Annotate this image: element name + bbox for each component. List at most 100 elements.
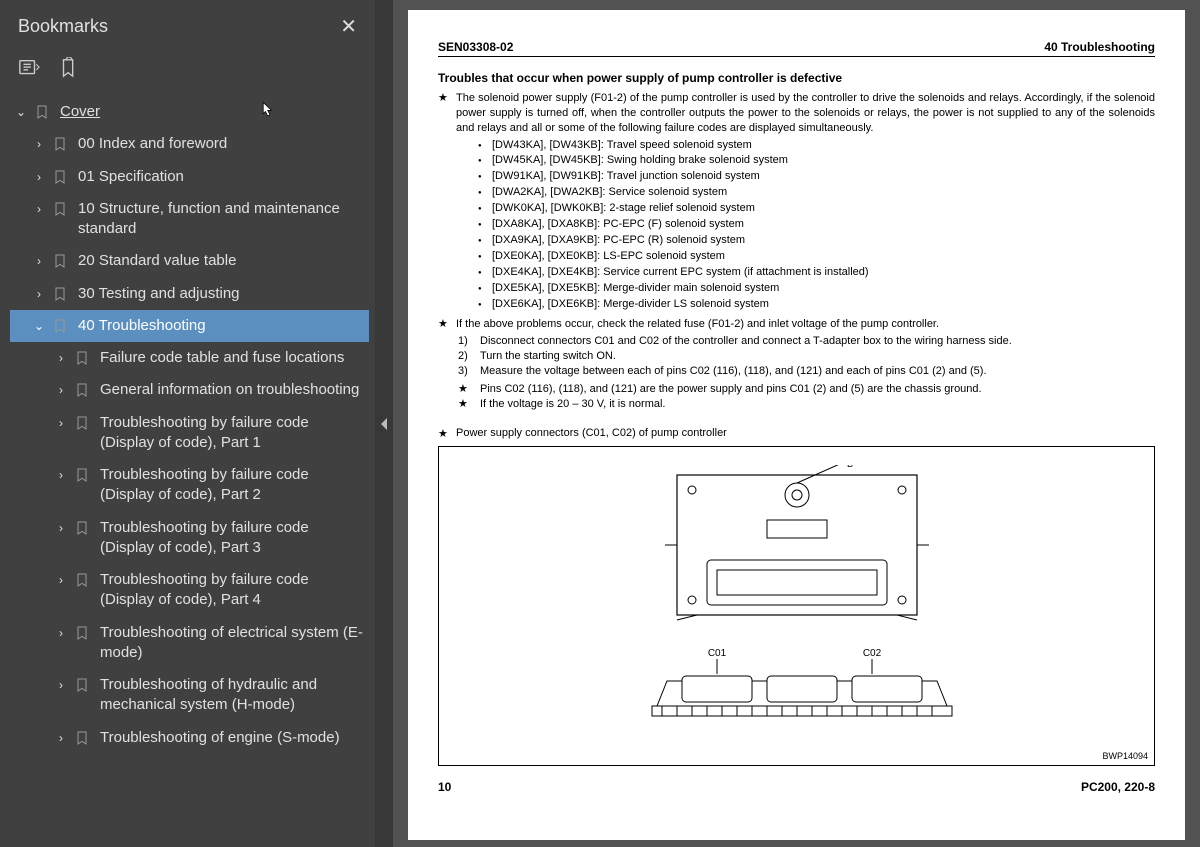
diagram-id: BWP14094 xyxy=(1102,751,1148,761)
chevron-down-icon[interactable]: ⌄ xyxy=(14,104,28,120)
second-star-block: ★ If the above problems occur, check the… xyxy=(438,317,1155,332)
footnote-item: ★Pins C02 (116), (118), and (121) are th… xyxy=(458,382,1155,397)
bookmark-item[interactable]: › 20 Standard value table xyxy=(10,245,369,277)
failure-code-item: [DXE0KA], [DXE0KB]: LS-EPC solenoid syst… xyxy=(478,249,1155,265)
bookmark-icon xyxy=(52,201,68,217)
bookmark-item[interactable]: ⌄ Cover xyxy=(10,96,369,128)
bookmark-icon xyxy=(52,253,68,269)
bookmark-label: Troubleshooting of hydraulic and mechani… xyxy=(100,675,365,716)
chevron-right-icon[interactable]: › xyxy=(54,572,68,588)
bookmark-item[interactable]: › Troubleshooting by failure code (Displa… xyxy=(10,459,369,512)
collapse-panel-button[interactable] xyxy=(375,0,393,847)
bookmark-item[interactable]: › General information on troubleshooting xyxy=(10,374,369,406)
bookmark-tree[interactable]: ⌄Cover›00 Index and foreword›01 Specific… xyxy=(0,96,375,847)
sidebar-header: Bookmarks ✕ xyxy=(0,0,375,49)
bookmark-label: Troubleshooting by failure code (Display… xyxy=(100,465,365,506)
chevron-right-icon[interactable]: › xyxy=(32,253,46,269)
chevron-right-icon[interactable]: › xyxy=(54,625,68,641)
close-icon[interactable]: ✕ xyxy=(340,14,357,39)
failure-code-item: [DWK0KA], [DWK0KB]: 2-stage relief solen… xyxy=(478,201,1155,217)
doc-id: SEN03308-02 xyxy=(438,40,513,54)
chevron-right-icon[interactable]: › xyxy=(54,467,68,483)
bookmark-item[interactable]: › 01 Specification xyxy=(10,161,369,193)
footnote-item: ★If the voltage is 20 – 30 V, it is norm… xyxy=(458,397,1155,412)
bookmark-icon xyxy=(52,318,68,334)
chevron-right-icon[interactable]: › xyxy=(54,350,68,366)
controller-diagram: B C01 C02 xyxy=(438,446,1155,766)
controller-top-svg: B xyxy=(647,465,947,630)
pdf-page: SEN03308-02 40 Troubleshooting Troubles … xyxy=(408,10,1185,840)
bookmark-icon xyxy=(74,415,90,431)
diagram-caption: ★ Power supply connectors (C01, C02) of … xyxy=(438,427,1155,440)
doc-title: Troubles that occur when power supply of… xyxy=(438,71,1155,85)
bookmark-item[interactable]: ›Troubleshooting of electrical system (E… xyxy=(10,617,369,670)
bookmark-item[interactable]: ›00 Index and foreword xyxy=(10,128,369,160)
chevron-right-icon[interactable]: › xyxy=(32,201,46,217)
bookmark-label: Cover xyxy=(60,102,365,122)
second-star-text: If the above problems occur, check the r… xyxy=(456,317,1155,332)
steps-list: 1)Disconnect connectors C01 and C02 of t… xyxy=(438,334,1155,380)
bookmark-item[interactable]: › Troubleshooting by failure code (Displa… xyxy=(10,564,369,617)
bookmark-icon xyxy=(74,677,90,693)
failure-code-item: [DXE4KA], [DXE4KB]: Service current EPC … xyxy=(478,265,1155,281)
star-icon: ★ xyxy=(438,427,456,440)
bookmark-label: Failure code table and fuse locations xyxy=(100,348,365,368)
chevron-right-icon[interactable]: › xyxy=(32,136,46,152)
bookmark-label: General information on troubleshooting xyxy=(100,380,365,400)
chevron-right-icon[interactable]: › xyxy=(54,382,68,398)
bookmark-label: 10 Structure, function and maintenance s… xyxy=(78,199,365,240)
intro-block: ★ The solenoid power supply (F01-2) of t… xyxy=(438,91,1155,136)
chevron-right-icon[interactable]: › xyxy=(54,520,68,536)
chevron-down-icon[interactable]: ⌄ xyxy=(32,318,46,334)
bookmark-icon xyxy=(74,382,90,398)
bookmark-item[interactable]: › Troubleshooting by failure code (Displa… xyxy=(10,512,369,565)
chevron-right-icon[interactable]: › xyxy=(54,415,68,431)
bookmark-item[interactable]: › Troubleshooting by failure code (Displa… xyxy=(10,407,369,460)
bookmark-label: 20 Standard value table xyxy=(78,251,365,271)
bookmark-item[interactable]: › Troubleshooting of engine (S-mode) xyxy=(10,722,369,754)
star-icon: ★ xyxy=(438,91,456,136)
c01-label: C01 xyxy=(707,648,726,659)
bookmark-label: Troubleshooting by failure code (Display… xyxy=(100,518,365,559)
failure-code-item: [DW43KA], [DW43KB]: Travel speed solenoi… xyxy=(478,138,1155,154)
chevron-right-icon[interactable]: › xyxy=(32,286,46,302)
bookmark-icon xyxy=(74,625,90,641)
document-viewer[interactable]: SEN03308-02 40 Troubleshooting Troubles … xyxy=(393,0,1200,847)
bookmark-label: Troubleshooting of engine (S-mode) xyxy=(100,728,365,748)
bookmark-label: 01 Specification xyxy=(78,167,365,187)
star-icon: ★ xyxy=(438,317,456,332)
chevron-right-icon[interactable]: › xyxy=(54,677,68,693)
model-label: PC200, 220-8 xyxy=(1081,780,1155,794)
intro-text: The solenoid power supply (F01-2) of the… xyxy=(456,91,1155,136)
outline-options-icon[interactable] xyxy=(18,57,40,84)
controller-connectors-svg: C01 C02 xyxy=(637,646,957,731)
step-item: 2)Turn the starting switch ON. xyxy=(458,349,1155,364)
chevron-right-icon[interactable]: › xyxy=(54,730,68,746)
failure-code-item: [DXE6KA], [DXE6KB]: Merge-divider LS sol… xyxy=(478,297,1155,313)
diagram-caption-text: Power supply connectors (C01, C02) of pu… xyxy=(456,427,727,440)
bookmark-item[interactable]: ›30 Testing and adjusting xyxy=(10,278,369,310)
page-footer: 10 PC200, 220-8 xyxy=(438,780,1155,794)
failure-code-item: [DWA2KA], [DWA2KB]: Service solenoid sys… xyxy=(478,185,1155,201)
failure-code-item: [DXA8KA], [DXA8KB]: PC-EPC (F) solenoid … xyxy=(478,217,1155,233)
bookmark-label: Troubleshooting by failure code (Display… xyxy=(100,413,365,454)
bookmark-icon xyxy=(52,169,68,185)
bookmark-icon xyxy=(74,730,90,746)
sidebar-toolbar xyxy=(0,49,375,96)
c02-label: C02 xyxy=(862,648,881,659)
step-item: 3)Measure the voltage between each of pi… xyxy=(458,364,1155,379)
chevron-right-icon[interactable]: › xyxy=(32,169,46,185)
find-bookmark-icon[interactable] xyxy=(58,57,80,84)
footnote-stars: ★Pins C02 (116), (118), and (121) are th… xyxy=(438,382,1155,413)
bookmark-item[interactable]: › Troubleshooting of hydraulic and mechan… xyxy=(10,669,369,722)
bookmark-item[interactable]: › 10 Structure, function and maintenance … xyxy=(10,193,369,246)
bookmark-item[interactable]: ⌄40 Troubleshooting xyxy=(10,310,369,342)
sidebar-title: Bookmarks xyxy=(18,16,108,37)
page-header: SEN03308-02 40 Troubleshooting xyxy=(438,40,1155,57)
section-title: 40 Troubleshooting xyxy=(1044,40,1155,54)
bookmark-icon xyxy=(52,136,68,152)
bookmark-item[interactable]: › Failure code table and fuse locations xyxy=(10,342,369,374)
bookmark-icon xyxy=(74,350,90,366)
failure-code-item: [DW91KA], [DW91KB]: Travel junction sole… xyxy=(478,169,1155,185)
bookmark-label: Troubleshooting by failure code (Display… xyxy=(100,570,365,611)
